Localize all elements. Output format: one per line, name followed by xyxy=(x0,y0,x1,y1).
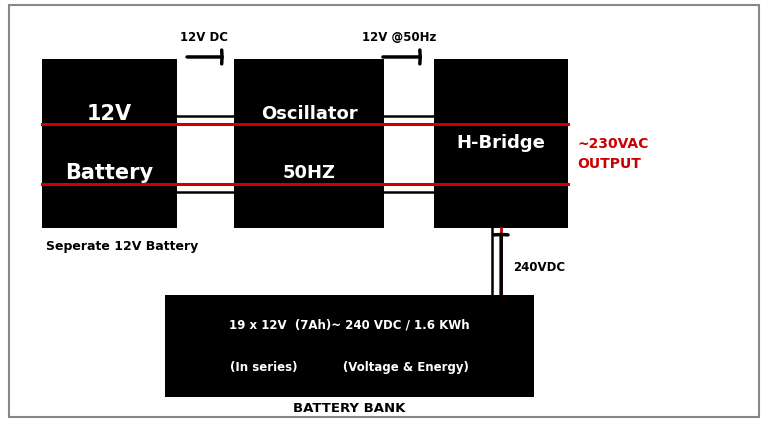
Text: 240VDC: 240VDC xyxy=(513,262,565,274)
Bar xyxy=(434,59,568,228)
Bar xyxy=(234,59,384,228)
Text: 12V @50Hz: 12V @50Hz xyxy=(362,32,436,44)
Text: (In series)           (Voltage & Energy): (In series) (Voltage & Energy) xyxy=(230,361,469,373)
Text: 19 x 12V  (7Ah)~ 240 VDC / 1.6 KWh: 19 x 12V (7Ah)~ 240 VDC / 1.6 KWh xyxy=(229,319,470,331)
Text: 12V DC: 12V DC xyxy=(180,32,227,44)
Text: 50HZ: 50HZ xyxy=(283,164,336,182)
Text: Oscillator: Oscillator xyxy=(261,105,357,123)
Text: ~230VAC
OUTPUT: ~230VAC OUTPUT xyxy=(578,137,649,171)
Bar xyxy=(42,59,177,228)
Text: 12V: 12V xyxy=(87,104,132,124)
Bar xyxy=(165,295,534,397)
Text: H-Bridge: H-Bridge xyxy=(457,135,545,152)
Text: Battery: Battery xyxy=(65,163,154,183)
Text: Seperate 12V Battery: Seperate 12V Battery xyxy=(46,241,198,253)
Text: BATTERY BANK: BATTERY BANK xyxy=(293,402,406,414)
